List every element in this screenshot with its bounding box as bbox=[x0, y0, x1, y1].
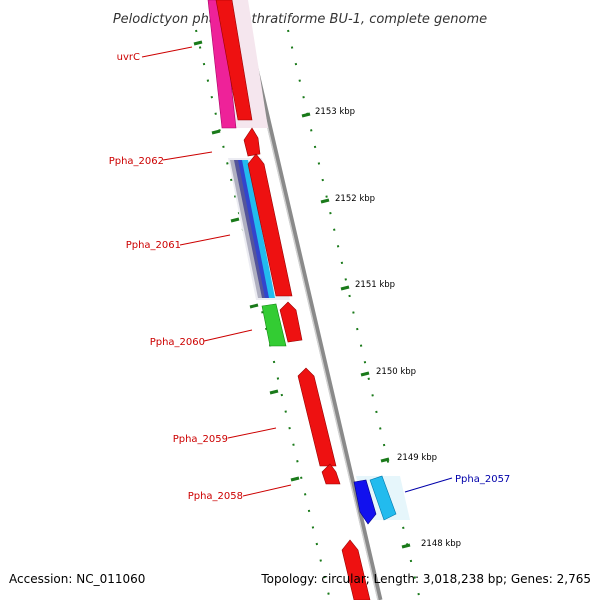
inner-tick bbox=[211, 129, 221, 135]
scale-tick bbox=[360, 371, 370, 377]
gene-Ppha_2061-cyan bbox=[242, 160, 275, 298]
accession-text: Accession: NC_011060 bbox=[9, 572, 146, 586]
inner-tick bbox=[193, 40, 203, 46]
gene-label[interactable]: Ppha_2057 bbox=[455, 474, 510, 485]
gene-label[interactable]: Ppha_2058 bbox=[188, 491, 243, 502]
scale-tick-label: 2152 kbp bbox=[335, 194, 375, 204]
gene-label[interactable]: uvrC bbox=[117, 52, 140, 63]
gene-Ppha_2057-blue bbox=[353, 479, 377, 525]
uvrC-connector bbox=[141, 46, 193, 58]
scale-tick bbox=[380, 457, 390, 463]
gene-labels: uvrC Ppha_2062 Ppha_2061 Ppha_2060 Ppha_… bbox=[109, 52, 511, 502]
Ppha_2060-connector bbox=[203, 329, 253, 342]
gene-Ppha_2057 bbox=[369, 475, 397, 521]
scale-tick-label: 2150 kbp bbox=[376, 367, 416, 377]
scale-tick bbox=[401, 543, 411, 549]
gene-Ppha_2059 bbox=[297, 367, 337, 467]
scale-tick bbox=[340, 285, 350, 291]
inner-tick bbox=[290, 476, 300, 482]
inner-tick bbox=[269, 389, 279, 395]
gene-label[interactable]: Ppha_2062 bbox=[109, 156, 164, 167]
scale-ticks: 2153 kbp 2152 kbp 2151 kbp 2150 kbp 2149… bbox=[301, 107, 461, 549]
label-connectors bbox=[141, 46, 453, 497]
gene-red-2060-adjacent bbox=[279, 301, 303, 343]
gene-label[interactable]: Ppha_2061 bbox=[126, 240, 181, 251]
gene-red-2061-adjacent bbox=[247, 153, 293, 297]
Ppha_2061-connector bbox=[179, 234, 231, 246]
Ppha_2057-connector bbox=[404, 477, 453, 493]
gene-bottom-red bbox=[341, 539, 371, 600]
Ppha_2058-connector bbox=[242, 484, 292, 497]
genome-title: Pelodictyon phaeoclathratiforme BU-1, co… bbox=[113, 12, 487, 27]
inner-tick bbox=[230, 217, 240, 223]
topology-text: Topology: circular; Length: 3,018,238 bp… bbox=[261, 572, 591, 586]
inner-ticks bbox=[193, 40, 300, 482]
scale-tick-label: 2153 kbp bbox=[315, 107, 355, 117]
scale-tick-label: 2151 kbp bbox=[355, 280, 395, 290]
gene-label[interactable]: Ppha_2059 bbox=[173, 434, 228, 445]
gene-Ppha_2058 bbox=[321, 463, 341, 485]
Ppha_2062-connector bbox=[162, 151, 213, 161]
Ppha_2059-connector bbox=[227, 427, 277, 439]
gene-Ppha_2062 bbox=[243, 127, 261, 157]
gene-Ppha_2060 bbox=[261, 303, 287, 347]
scale-tick bbox=[320, 198, 330, 204]
scale-tick bbox=[301, 112, 311, 118]
scale-tick-label: 2148 kbp bbox=[421, 539, 461, 549]
inner-tick bbox=[249, 303, 259, 309]
scale-tick-label: 2149 kbp bbox=[397, 453, 437, 463]
gene-uvrC bbox=[207, 0, 237, 129]
gene-top-red bbox=[215, 0, 253, 121]
gene-label[interactable]: Ppha_2060 bbox=[150, 337, 205, 348]
genes bbox=[207, 0, 397, 600]
